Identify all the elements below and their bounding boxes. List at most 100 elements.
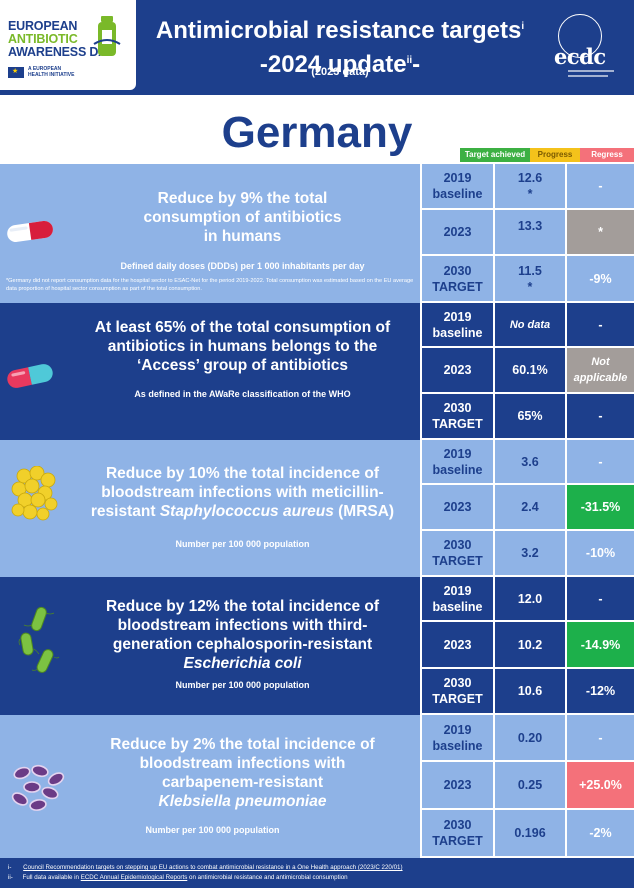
section-antibiotic-consumption: Reduce by 9% the total consumption of an… [0, 164, 634, 303]
ecdc-reports-link[interactable]: ECDC Annual Epidemiological Reports [80, 874, 188, 881]
change-cell: -12% [565, 669, 634, 715]
section-klebsiella: Reduce by 2% the total incidence of bloo… [0, 715, 634, 858]
medicine-bottle-icon [93, 16, 121, 56]
change-cell: - [565, 164, 634, 210]
table-row: 2023 13.3 * [420, 210, 634, 256]
section-mrsa: Reduce by 10% the total incidence of blo… [0, 440, 634, 577]
change-cell: * [565, 210, 634, 256]
year-cell: 2019 baseline [420, 440, 493, 485]
objective-subtitle: As defined in the AWaRe classification o… [134, 389, 351, 399]
change-cell: -9% [565, 256, 634, 303]
year-cell: 2023 [420, 485, 493, 531]
change-cell: +25.0% [565, 762, 634, 810]
year-cell: 2023 [420, 762, 493, 810]
year-cell: 2030 TARGET [420, 531, 493, 577]
year-cell: 2019 baseline [420, 164, 493, 210]
value-cell: 12.0 [493, 577, 565, 622]
values-grid: 2019 baseline 12.0 - 2023 10.2 -14.9% 203… [420, 577, 634, 715]
country-name: Germany [221, 108, 413, 157]
table-row: 2019 baseline 0.20 - [420, 715, 634, 762]
legend-target-achieved: Target achieved [460, 148, 530, 162]
objective-title: Reduce by 12% the total incidence of blo… [105, 598, 380, 672]
table-row: 2023 60.1% Not applicable [420, 348, 634, 394]
value-cell: 65% [493, 394, 565, 440]
table-row: 2030 TARGET 0.196 -2% [420, 810, 634, 858]
staphylococcus-icon [11, 466, 58, 521]
table-row: 2019 baseline 12.6 * - [420, 164, 634, 210]
pill-icon [7, 220, 53, 243]
klebsiella-icon [11, 764, 65, 811]
legend-progress: Progress [530, 148, 580, 162]
section-access-antibiotics: At least 65% of the total consumption of… [0, 303, 634, 440]
value-cell: 13.3 [493, 210, 565, 256]
objective-subtitle: Number per 100 000 population [145, 825, 280, 835]
value-cell: 0.25 [493, 762, 565, 810]
eaad-logo: EUROPEAN ANTIBIOTIC AWARENESS DAY A EURO… [0, 0, 136, 90]
value-cell: 12.6 * [493, 164, 565, 210]
year-cell: 2030 TARGET [420, 256, 493, 303]
table-row: 2019 baseline No data - [420, 303, 634, 348]
year-cell: 2019 baseline [420, 303, 493, 348]
footer: i- Council Recommendation targets on ste… [0, 858, 634, 888]
table-row: 2030 TARGET 65% - [420, 394, 634, 440]
value-cell: 10.2 [493, 622, 565, 669]
ecdc-logo-text: ecdc [554, 44, 606, 69]
eaad-logo-text: EUROPEAN ANTIBIOTIC AWARENESS DAY [8, 19, 114, 59]
change-cell: -10% [565, 531, 634, 577]
table-row: 2023 0.25 +25.0% [420, 762, 634, 810]
change-cell: - [565, 303, 634, 348]
table-row: 2030 TARGET 10.6 -12% [420, 669, 634, 715]
value-cell: 11.5 * [493, 256, 565, 303]
value-cell: 3.6 [493, 440, 565, 485]
year-cell: 2030 TARGET [420, 394, 493, 440]
table-row: 2030 TARGET 11.5 * -9% [420, 256, 634, 303]
eu-flag-icon [8, 67, 24, 78]
footnote-i: i- Council Recommendation targets on ste… [8, 864, 403, 871]
section-ecoli: Reduce by 12% the total incidence of blo… [0, 577, 634, 715]
value-cell: No data [493, 303, 565, 348]
value-cell: 2.4 [493, 485, 565, 531]
table-row: 2030 TARGET 3.2 -10% [420, 531, 634, 577]
value-cell: 0.20 [493, 715, 565, 762]
eaad-logo-subtitle: A EUROPEAN HEALTH INITIATIVE [28, 66, 75, 78]
page-subtitle: (2023 data) [311, 66, 369, 78]
header-banner: EUROPEAN ANTIBIOTIC AWARENESS DAY A EURO… [0, 0, 634, 95]
change-cell: -31.5% [565, 485, 634, 531]
value-cell: 60.1% [493, 348, 565, 394]
year-cell: 2023 [420, 210, 493, 256]
council-recommendation-link[interactable]: Council Recommendation targets on steppi… [23, 864, 403, 871]
objective-subtitle: Number per 100 000 population [175, 539, 310, 549]
year-cell: 2030 TARGET [420, 810, 493, 858]
footnote-ii: ii- Full data available in ECDC Annual E… [8, 874, 348, 881]
objective-subtitle: Number per 100 000 population [175, 680, 310, 690]
values-grid: 2019 baseline 0.20 - 2023 0.25 +25.0% 203… [420, 715, 634, 858]
year-cell: 2030 TARGET [420, 669, 493, 715]
objective-title: Reduce by 2% the total incidence of bloo… [110, 736, 375, 810]
change-cell: -14.9% [565, 622, 634, 669]
year-cell: 2023 [420, 622, 493, 669]
change-cell: - [565, 715, 634, 762]
value-cell: 3.2 [493, 531, 565, 577]
values-grid: 2019 baseline No data - 2023 60.1% Not ap… [420, 303, 634, 440]
values-grid: 2019 baseline 3.6 - 2023 2.4 -31.5% 2030 T… [420, 440, 634, 577]
table-row: 2023 10.2 -14.9% [420, 622, 634, 669]
change-cell: -2% [565, 810, 634, 858]
objective-title: Reduce by 10% the total incidence of blo… [90, 465, 395, 520]
change-cell: - [565, 440, 634, 485]
table-row: 2023 2.4 -31.5% [420, 485, 634, 531]
value-cell: 0.196 [493, 810, 565, 858]
ecdc-globe-icon [558, 14, 602, 58]
values-grid: 2019 baseline 12.6 * - 2023 13.3 * 2030 TAR… [420, 164, 634, 303]
objective-note: *Germany did not report consumption data… [6, 278, 414, 292]
value-cell: 10.6 [493, 669, 565, 715]
capsule-icon [7, 364, 53, 388]
change-cell: - [565, 577, 634, 622]
table-row: 2019 baseline 12.0 - [420, 577, 634, 622]
year-cell: 2019 baseline [420, 715, 493, 762]
table-row: 2019 baseline 3.6 - [420, 440, 634, 485]
ecoli-icon [18, 606, 60, 673]
change-cell: Not applicable [565, 348, 634, 394]
objective-subtitle: Defined daily doses (DDDs) per 1 000 inh… [120, 261, 365, 271]
ecdc-logo: ecdc [548, 10, 628, 82]
year-cell: 2019 baseline [420, 577, 493, 622]
